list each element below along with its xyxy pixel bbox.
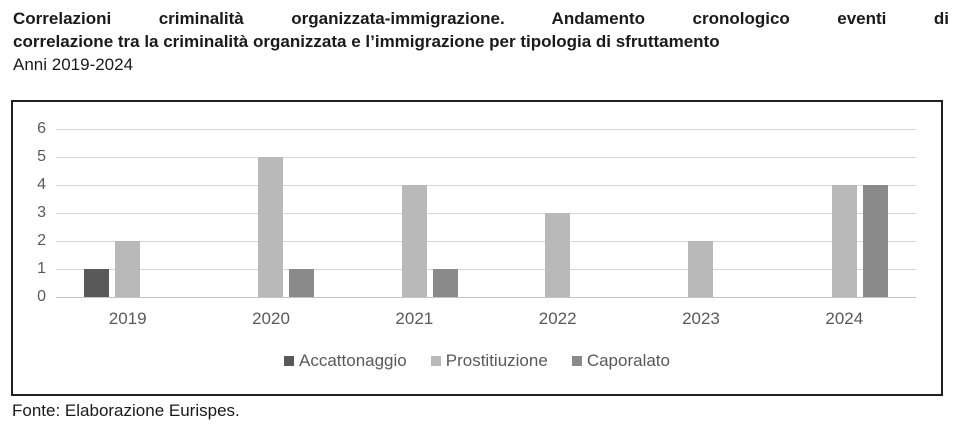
gridline-y-5 [56,157,916,158]
gridline-y-2 [56,241,916,242]
bar-slot-accattonaggio-2020 [227,129,252,297]
y-tick-label-1: 1 [37,260,46,277]
bar-slot-accattonaggio-2024 [801,129,826,297]
bar-slot-accattonaggio-2019 [84,129,110,297]
category-group-2024 [773,129,916,297]
legend-label-accattonaggio: Accattonaggio [299,351,407,370]
bars-layer [56,129,916,297]
y-tick-label-3: 3 [37,204,46,221]
bar-prostitiuzione-2020 [258,157,284,297]
bar-slot-prostitiuzione-2021 [401,129,427,297]
category-group-2022 [486,129,629,297]
x-tick-label-2021: 2021 [395,309,434,328]
legend-item-caporalato: Caporalato [571,351,670,371]
legend-item-accattonaggio: Accattonaggio [284,351,407,371]
y-tick-label-2: 2 [37,232,46,249]
y-tick-label-6: 6 [37,120,46,137]
x-tick-label-2022: 2022 [538,309,577,328]
chart-title: Correlazioni criminalità organizzata-imm… [13,7,949,76]
bar-prostitiuzione-2019 [115,241,141,297]
legend-label-caporalato: Caporalato [586,351,670,370]
gridline-y-1 [56,269,916,270]
bar-slot-prostitiuzione-2020 [258,129,284,297]
bar-slot-accattonaggio-2021 [371,129,396,297]
bar-prostitiuzione-2021 [401,185,427,297]
bar-slot-prostitiuzione-2022 [545,129,571,297]
legend-label-prostitiuzione: Prostitiuzione [445,351,548,370]
title-line-1: Correlazioni criminalità organizzata-imm… [13,9,949,28]
y-tick-label-0: 0 [37,288,46,305]
legend-swatch-accattonaggio [284,356,294,366]
category-group-2023 [629,129,772,297]
x-axis: 2019 2020 2021 2022 2023 2024 [56,309,916,329]
source-note: Fonte: Elaborazione Eurispes. [12,401,240,420]
bar-slot-accattonaggio-2022 [514,129,539,297]
bar-slot-accattonaggio-2023 [657,129,682,297]
legend-swatch-prostitiuzione [430,356,441,366]
bar-slot-caporalato-2019 [146,129,171,297]
gridline-y-3 [56,213,916,214]
title-line-2: correlazione tra la criminalità organizz… [13,32,720,51]
legend-swatch-caporalato [571,356,582,366]
bar-accattonaggio-2019 [84,269,110,297]
x-tick-label-2024: 2024 [825,309,864,328]
category-group-2019 [56,129,199,297]
bar-slot-caporalato-2021 [432,129,458,297]
bar-caporalato-2024 [862,185,888,297]
y-tick-label-5: 5 [37,148,46,165]
gridline-y-6 [56,129,916,130]
bar-prostitiuzione-2023 [688,241,714,297]
x-tick-label-2023: 2023 [682,309,720,328]
gridline-y-4 [56,185,916,186]
chart-frame: 0 1 2 3 4 5 6 2019 2020 2021 2022 2023 2024 Accatto… [11,100,943,396]
bar-slot-prostitiuzione-2019 [115,129,141,297]
title-subtitle-years: Anni 2019-2024 [13,55,134,74]
gridline-y-0 [56,297,916,298]
legend-item-prostitiuzione: Prostitiuzione [430,351,548,371]
bar-caporalato-2021 [432,269,458,297]
bar-prostitiuzione-2022 [545,213,571,297]
plot-area [56,129,916,298]
bar-slot-prostitiuzione-2023 [688,129,714,297]
bar-slot-caporalato-2020 [289,129,315,297]
category-group-2021 [343,129,486,297]
x-tick-label-2019: 2019 [108,309,147,328]
legend: Accattonaggio Prostitiuzione Caporalato [13,351,941,371]
x-tick-label-2020: 2020 [252,309,290,328]
bar-slot-caporalato-2022 [576,129,601,297]
bar-slot-caporalato-2024 [862,129,888,297]
bar-slot-caporalato-2023 [719,129,744,297]
bar-prostitiuzione-2024 [831,185,857,297]
bar-caporalato-2020 [289,269,315,297]
y-tick-label-4: 4 [37,176,46,193]
category-group-2020 [199,129,342,297]
bar-slot-prostitiuzione-2024 [831,129,857,297]
